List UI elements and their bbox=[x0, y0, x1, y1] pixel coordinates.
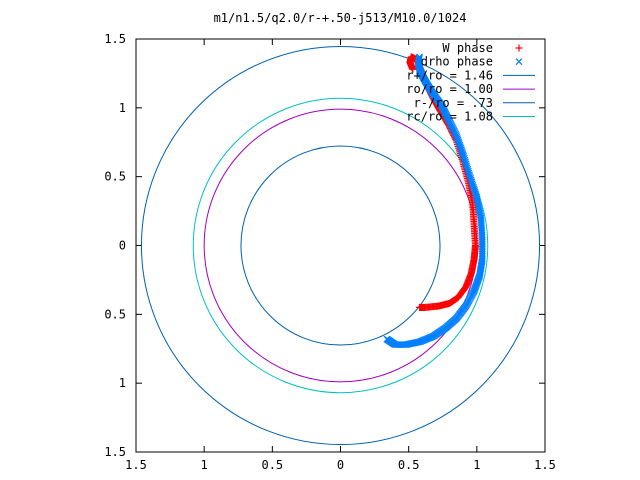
y-tick-label: 0.5 bbox=[104, 307, 126, 321]
legend-label-1: drho phase bbox=[421, 55, 493, 69]
circle-4 bbox=[240, 145, 441, 346]
legend-label-0: W phase bbox=[442, 41, 493, 55]
y-tick-label: 0.5 bbox=[104, 170, 126, 184]
axis-ticks: 1.5 1 0.5 0 0.5 1 1.51.510.500.511.5 bbox=[104, 32, 556, 472]
x-tick-label: 0 bbox=[337, 458, 344, 472]
y-tick-label: 1 bbox=[119, 376, 126, 390]
legend-label-3: ro/ro = 1.00 bbox=[406, 82, 493, 96]
legend-marker-0 bbox=[515, 44, 523, 52]
x-tick-label: 1.5 bbox=[534, 458, 556, 472]
circle-3 bbox=[203, 108, 478, 383]
phase-points bbox=[383, 53, 486, 349]
series-1-markers bbox=[383, 53, 486, 349]
legend-label-2: r+/ro = 1.46 bbox=[406, 68, 493, 82]
legend-label-5: rc/ro = 1.08 bbox=[406, 110, 493, 124]
circle-2 bbox=[140, 45, 541, 446]
x-tick-label: 0.5 bbox=[261, 458, 283, 472]
y-tick-label: 0 bbox=[119, 239, 126, 253]
x-tick-label: 1.5 bbox=[125, 458, 147, 472]
legend-marker-1 bbox=[515, 58, 523, 66]
legend-label-4: r-/ro = .73 bbox=[414, 96, 493, 110]
x-tick-label: 1 bbox=[201, 458, 208, 472]
x-tick-label: 0.5 bbox=[398, 458, 420, 472]
y-tick-label: 1.5 bbox=[104, 32, 126, 46]
chart-title: m1/n1.5/q2.0/r-+.50-j513/M10.0/1024 bbox=[214, 11, 467, 25]
x-tick-label: 1 bbox=[473, 458, 480, 472]
circle-5 bbox=[192, 97, 489, 394]
y-tick-label: 1 bbox=[119, 101, 126, 115]
y-tick-label: 1.5 bbox=[104, 445, 126, 459]
